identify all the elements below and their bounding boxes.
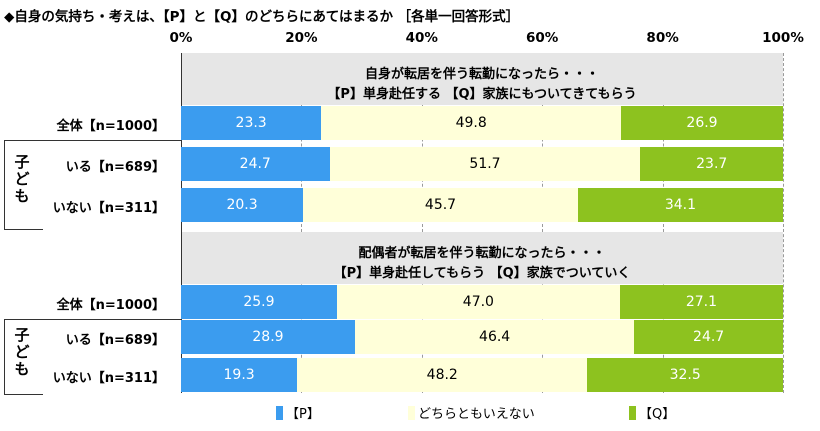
gridline xyxy=(421,53,423,393)
stacked-bar: 20.3 45.7 34.1 xyxy=(181,188,783,222)
legend-label-mid: どちらともいえない xyxy=(418,407,535,422)
x-tick-label: 20% xyxy=(285,30,318,46)
bar-segment-mid: 46.4 xyxy=(354,320,635,354)
gridline xyxy=(301,53,303,393)
stacked-bar: 23.3 49.8 26.9 xyxy=(181,106,783,140)
bar-segment-p: 20.3 xyxy=(181,188,304,222)
bar-segment-mid: 48.2 xyxy=(297,358,588,392)
x-tick-label: 0% xyxy=(169,30,193,46)
legend-item-mid: どちらともいえない xyxy=(408,403,535,422)
chart-title: ◆自身の気持ち・考えは、【P】と【Q】のどちらにあてはまるか ［各単一回答形式］ xyxy=(4,9,520,25)
question-2-line-2: 【P】単身赴任してもらう 【Q】家族でついていく xyxy=(333,266,631,281)
question-1-line-2: 【P】単身赴任する 【Q】家族にもついてきてもらう xyxy=(327,87,637,102)
y-axis-line xyxy=(181,53,182,393)
legend-swatch-mid xyxy=(408,405,415,420)
group-box-2 xyxy=(4,319,43,395)
stacked-bar: 24.7 51.7 23.7 xyxy=(181,147,783,181)
group-label-2: 子ども xyxy=(14,326,30,378)
gridline xyxy=(783,53,784,393)
legend-label-q: 【Q】 xyxy=(639,407,676,422)
question-2-line-1: 配偶者が転居を伴う転勤になったら・・・ xyxy=(358,246,606,261)
x-tick-label: 80% xyxy=(646,30,679,46)
bar-segment-q: 32.5 xyxy=(587,358,783,392)
legend-swatch-q xyxy=(629,405,636,420)
x-tick-label: 40% xyxy=(405,30,438,46)
bar-segment-p: 24.7 xyxy=(181,147,330,181)
x-tick-label: 60% xyxy=(526,30,559,46)
bar-segment-q: 34.1 xyxy=(577,188,783,222)
question-box-2 xyxy=(181,232,783,284)
legend-label-p: 【P】 xyxy=(286,407,320,422)
category-label: いない【n=311】 xyxy=(52,371,165,386)
bar-segment-mid: 47.0 xyxy=(336,285,620,319)
bar-segment-q: 26.9 xyxy=(621,106,783,140)
bar-segment-mid: 49.8 xyxy=(321,106,622,140)
gridline xyxy=(662,53,664,393)
stacked-bar: 19.3 48.2 32.5 xyxy=(181,358,783,392)
category-label: 全体【n=1000】 xyxy=(56,298,165,313)
group-box-1 xyxy=(4,140,43,230)
stacked-bar: 25.9 47.0 27.1 xyxy=(181,285,783,319)
bar-segment-mid: 51.7 xyxy=(329,147,641,181)
category-label: いない【n=311】 xyxy=(52,201,165,216)
legend-item-p: 【P】 xyxy=(276,403,320,422)
bar-segment-p: 25.9 xyxy=(181,285,337,319)
bar-segment-p: 23.3 xyxy=(181,106,322,140)
bar-segment-p: 28.9 xyxy=(181,320,355,354)
question-1-line-1: 自身が転居を伴う転勤になったら・・・ xyxy=(364,67,599,82)
bar-segment-q: 24.7 xyxy=(634,320,783,354)
divider-1 xyxy=(4,140,182,141)
divider-2 xyxy=(4,319,182,320)
category-label: いる【n=689】 xyxy=(65,160,165,175)
bar-segment-q: 27.1 xyxy=(619,285,783,319)
category-label: 全体【n=1000】 xyxy=(56,119,165,134)
legend-item-q: 【Q】 xyxy=(629,403,675,422)
gridline xyxy=(542,53,544,393)
question-box-1 xyxy=(181,53,783,105)
x-tick-label: 100% xyxy=(762,30,804,46)
bar-segment-p: 19.3 xyxy=(181,358,298,392)
legend-swatch-p xyxy=(276,405,283,420)
group-label-1: 子ども xyxy=(14,153,30,205)
stacked-bar: 28.9 46.4 24.7 xyxy=(181,320,783,354)
category-label: いる【n=689】 xyxy=(65,333,165,348)
bar-segment-q: 23.7 xyxy=(640,147,783,181)
bar-segment-mid: 45.7 xyxy=(303,188,578,222)
